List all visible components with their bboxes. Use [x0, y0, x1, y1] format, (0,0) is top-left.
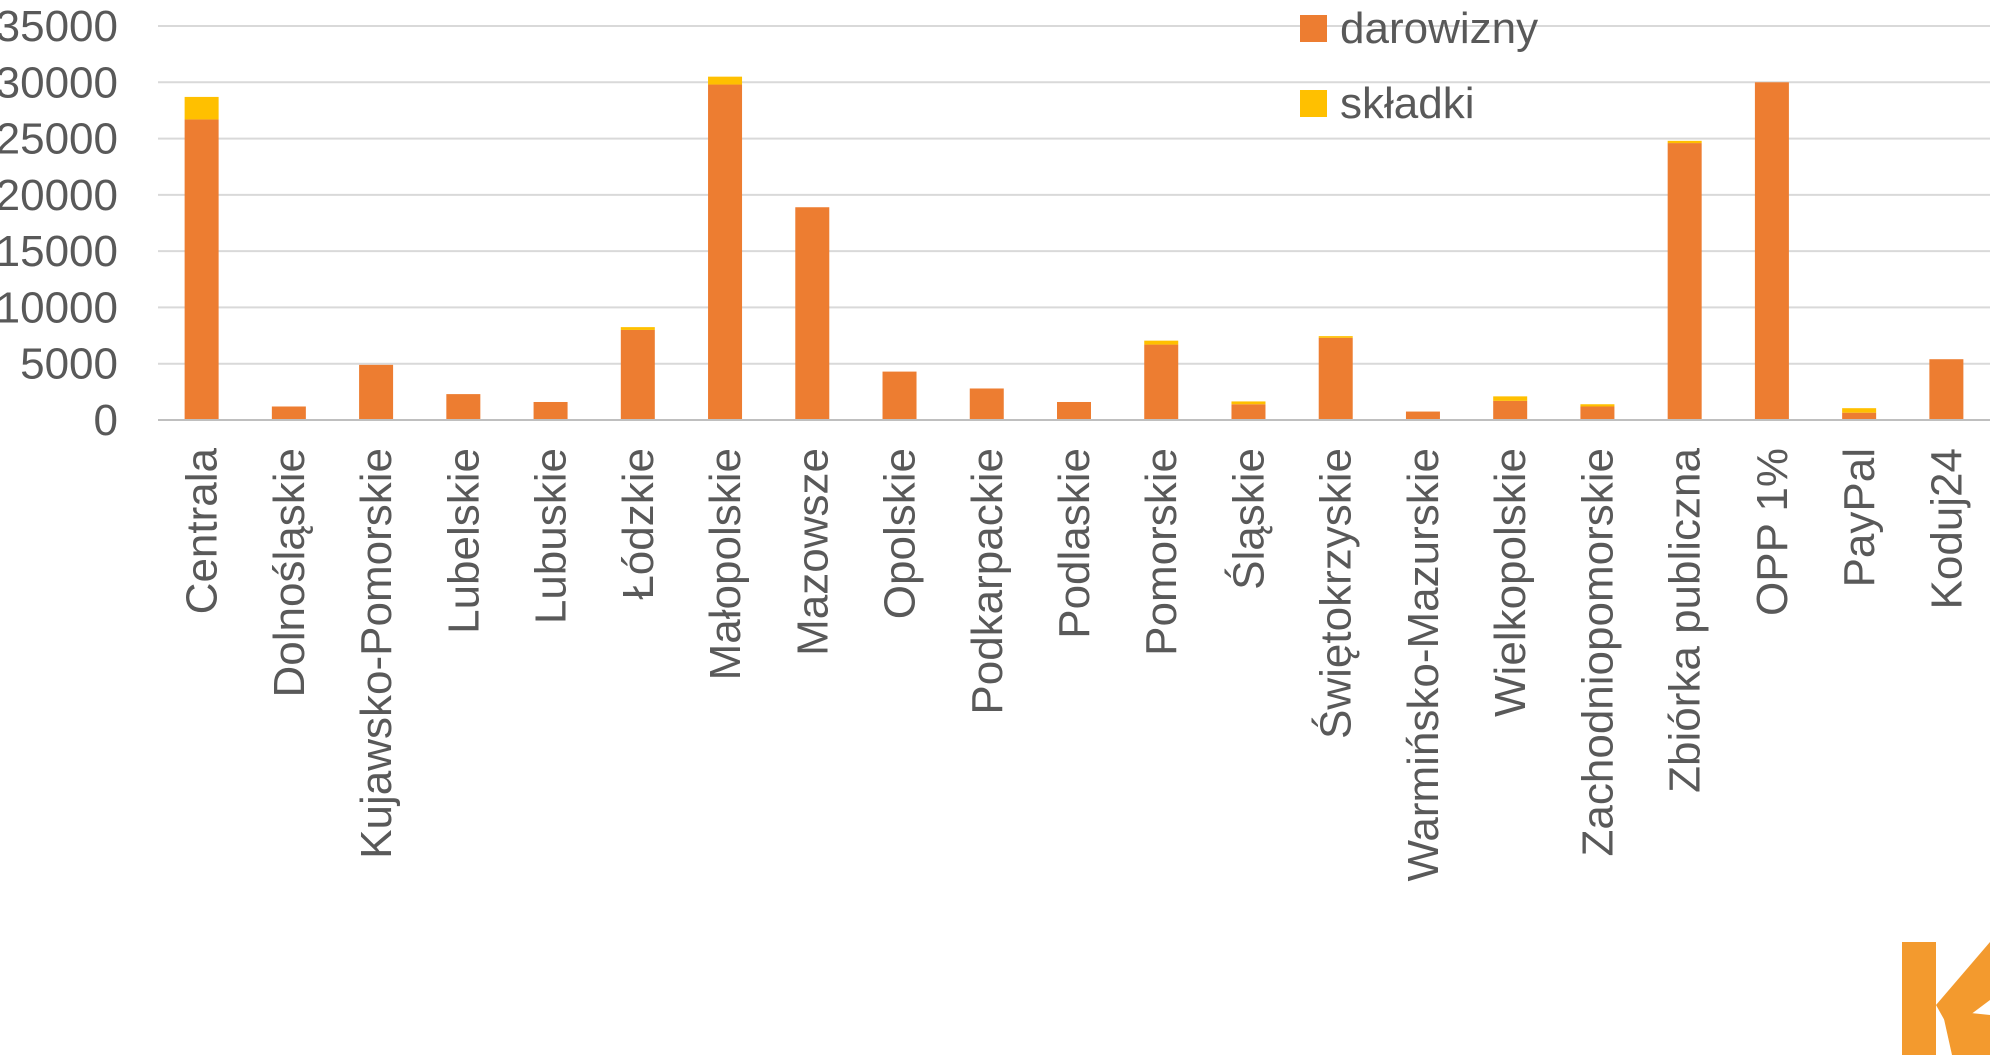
bar-darowizny-3 [446, 394, 481, 420]
bar-darowizny-18 [1754, 82, 1789, 421]
x-tick-label: Łódzkie [614, 448, 663, 600]
bar-składki-0 [184, 96, 219, 120]
x-tick-label: Podkarpackie [963, 448, 1012, 715]
bar-składki-6 [708, 76, 743, 85]
legend-label-1: składki [1340, 79, 1475, 128]
bar-darowizny-10 [1057, 401, 1091, 420]
x-tick-label: Wielkopolskie [1486, 448, 1535, 717]
bar-składki-12 [1231, 401, 1266, 405]
bar-darowizny-6 [708, 84, 743, 420]
bar-darowizny-7 [795, 207, 830, 420]
x-tick-label: Śląskie [1222, 448, 1273, 590]
corner-logo-icon [1902, 942, 1990, 1055]
bar-darowizny-0 [184, 119, 219, 420]
bar-składki-19 [1842, 408, 1877, 413]
axes: 0 5000 10000 15000 20000 25000 30000 35000 Centr… [0, 2, 1990, 882]
x-tick-label: Centrala [178, 447, 227, 614]
x-tick-label: Lubuskie [527, 448, 576, 624]
y-tick-label: 0 [94, 396, 118, 445]
bars [184, 76, 1964, 421]
x-tick-label: Lubelskie [439, 448, 488, 634]
x-tick-label: OPP 1% [1748, 448, 1797, 616]
x-tick-label: Pomorskie [1137, 448, 1186, 656]
bar-darowizny-12 [1231, 404, 1266, 420]
legend-swatch-1 [1300, 90, 1327, 117]
x-tick-label: Świętokrzyskie [1310, 448, 1361, 739]
x-tick-label: Opolskie [876, 448, 925, 619]
x-tick-label: Dolnośląskie [265, 448, 314, 697]
bar-darowizny-11 [1144, 344, 1179, 420]
x-tick-label: Zbiórka publiczna [1661, 447, 1710, 792]
x-tick-label: Kujawsko-Pomorskie [352, 448, 401, 859]
y-tick-label: 30000 [0, 58, 118, 107]
bar-darowizny-20 [1929, 359, 1964, 420]
bar-darowizny-8 [882, 371, 917, 420]
bar-darowizny-4 [533, 401, 568, 420]
gridlines [158, 25, 1990, 365]
y-tick-label: 35000 [0, 2, 118, 51]
bar-darowizny-14 [1405, 411, 1440, 420]
bar-darowizny-19 [1842, 412, 1877, 420]
logo-arm-lower [1942, 1010, 1990, 1055]
x-tick-label: PayPal [1835, 448, 1884, 587]
bar-składki-13 [1318, 336, 1353, 338]
bar-składki-11 [1144, 340, 1179, 345]
bar-składki-16 [1580, 404, 1615, 407]
logo-stem [1902, 942, 1936, 1055]
bar-darowizny-5 [620, 329, 655, 420]
x-tick-label: Zachodniopomorskie [1573, 448, 1622, 856]
x-tick-label: Koduj24 [1922, 448, 1971, 609]
x-tick-label: Warmińsko-Mazurskie [1399, 448, 1448, 882]
bar-składki-17 [1667, 140, 1702, 144]
y-tick-label: 15000 [0, 227, 118, 276]
bar-darowizny-15 [1493, 400, 1528, 420]
bar-darowizny-1 [271, 406, 306, 420]
x-tick-label: Podlaskie [1050, 448, 1099, 639]
bar-składki-5 [620, 327, 655, 330]
y-tick-label: 20000 [0, 171, 118, 220]
bar-darowizny-13 [1318, 337, 1353, 420]
y-tick-label: 25000 [0, 115, 118, 164]
logo-arm-upper [1936, 942, 1990, 1030]
x-tick-label: Małopolskie [701, 448, 750, 680]
bar-składki-15 [1493, 396, 1528, 401]
legend: darowizny składki [1300, 4, 1538, 128]
bar-darowizny-16 [1580, 406, 1615, 420]
legend-label-0: darowizny [1340, 4, 1538, 53]
bar-darowizny-2 [359, 364, 394, 420]
bar-darowizny-17 [1667, 143, 1702, 420]
y-tick-label: 5000 [20, 340, 118, 389]
x-tick-label: Mazowsze [788, 448, 837, 656]
bar-darowizny-9 [969, 388, 1004, 420]
legend-swatch-0 [1300, 15, 1327, 42]
y-tick-label: 10000 [0, 283, 118, 332]
